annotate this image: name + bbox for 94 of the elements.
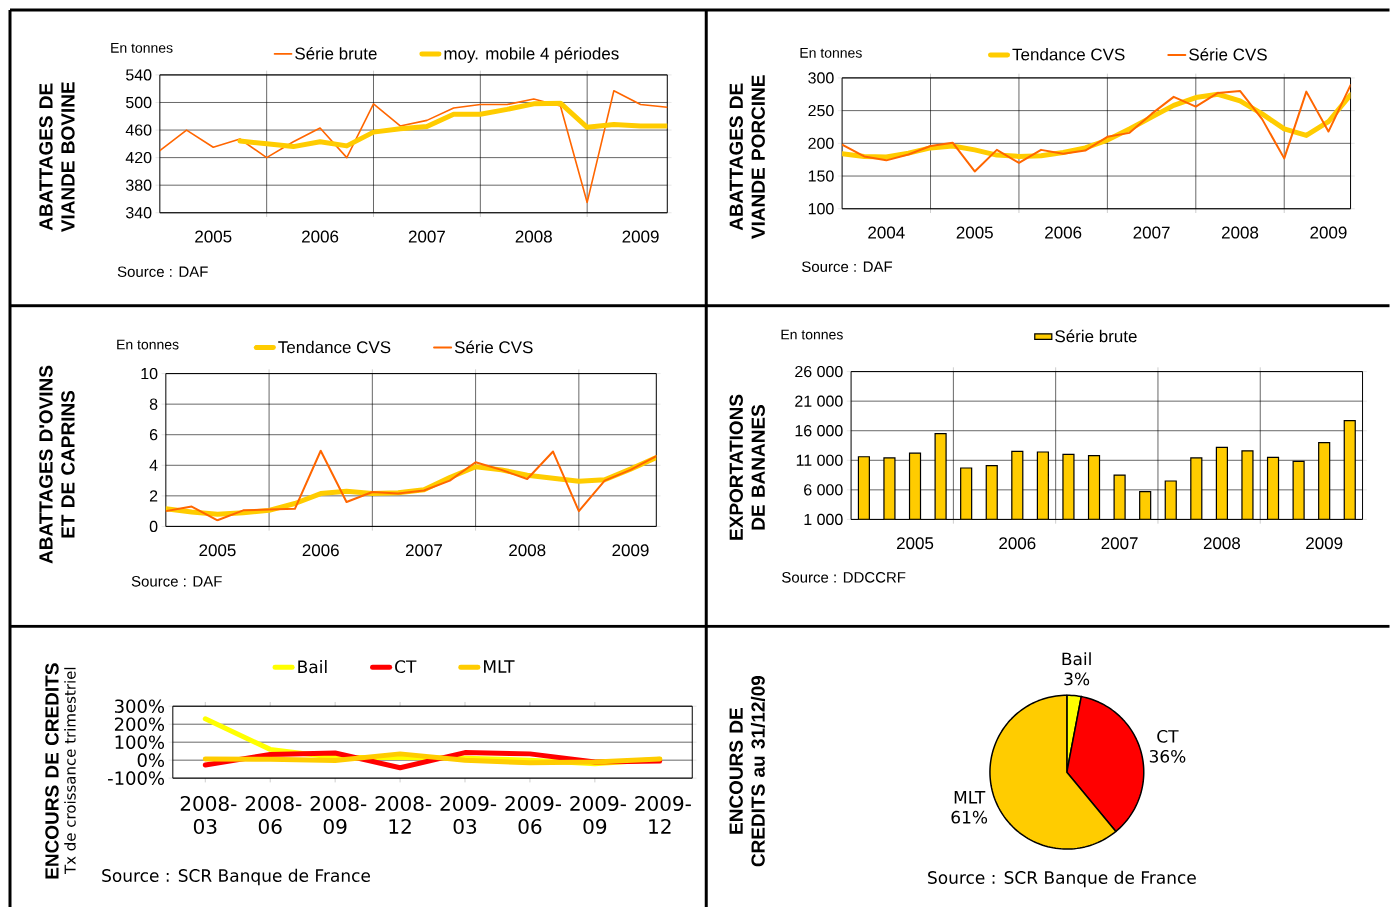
slice-label: CT bbox=[1157, 729, 1179, 743]
y-tick-label: 6 bbox=[149, 428, 158, 441]
source-note: Source : DDCCRF bbox=[782, 571, 906, 583]
y-tick-label: 300 bbox=[808, 72, 834, 84]
text: En tonnes bbox=[111, 42, 173, 53]
text: En tonnes bbox=[800, 47, 862, 58]
y-tick-label: 380 bbox=[125, 179, 152, 191]
legend-label: Tendance CVS bbox=[1012, 47, 1125, 61]
y-tick-label: 250 bbox=[808, 104, 834, 117]
x-tick-label: 2009 bbox=[622, 230, 659, 243]
text: ABATTAGES D'OVINS ET DE CAPRINS bbox=[39, 365, 75, 564]
y-tick-label: 150 bbox=[808, 170, 834, 182]
legend-label: Tendance CVS bbox=[278, 340, 391, 354]
y-tick-label: 100 bbox=[808, 202, 834, 215]
line-series bbox=[842, 83, 1351, 173]
legend-label: Série brute bbox=[295, 46, 377, 60]
x-tick-label: 2007 bbox=[405, 544, 442, 557]
source-note: Source : SCR Banque de France bbox=[928, 870, 1196, 888]
source-note: Source : DAF bbox=[117, 266, 208, 277]
legend-label: Série brute bbox=[1055, 329, 1137, 343]
x-tick-label: 2009 bbox=[612, 544, 649, 557]
y-tick-label: 200% bbox=[114, 717, 165, 731]
y-tick-label: 16 000 bbox=[795, 424, 843, 437]
legend-label: moy. mobile 4 périodes bbox=[444, 46, 619, 63]
x-tick-label: 2008-09 bbox=[310, 795, 367, 834]
y-tick-label: 8 bbox=[149, 398, 158, 410]
legend-label: Série CVS bbox=[454, 340, 533, 354]
legend-label: Bail bbox=[298, 659, 327, 674]
x-tick-label: 2005 bbox=[896, 537, 934, 550]
line-series bbox=[159, 89, 668, 204]
y-axis-title: Tx de croissance trimestriel bbox=[64, 667, 76, 874]
text: ABATTAGES DE VIANDE BOVINE bbox=[39, 82, 75, 232]
y-tick-label: 4 bbox=[149, 459, 158, 471]
y-tick-label: 200 bbox=[808, 137, 834, 149]
x-tick-label: 2009-09 bbox=[570, 795, 626, 834]
y-tick-label: 26 000 bbox=[795, 365, 843, 378]
y-tick-label: 340 bbox=[125, 206, 152, 219]
x-tick-label: 2005 bbox=[195, 230, 232, 243]
x-tick-label: 2008-12 bbox=[375, 795, 432, 834]
text: En tonnes bbox=[781, 329, 843, 340]
y-tick-label: 0% bbox=[137, 753, 165, 767]
x-tick-label: 2008 bbox=[509, 544, 546, 557]
x-tick-label: 2006 bbox=[302, 544, 339, 557]
text: ENCOURS DE CREDITS au 31/12/09 bbox=[729, 675, 765, 867]
data-label: 61% bbox=[951, 810, 988, 824]
y-tick-label: 21 000 bbox=[795, 395, 843, 407]
y-tick-label: 0 bbox=[149, 520, 158, 532]
x-tick-label: 2006 bbox=[1045, 226, 1082, 239]
x-tick-label: 2008-03 bbox=[180, 795, 237, 834]
y-tick-label: 540 bbox=[126, 69, 152, 81]
text: En tonnes bbox=[117, 339, 179, 350]
x-tick-label: 2007 bbox=[1133, 226, 1170, 239]
line-series bbox=[202, 751, 663, 766]
y-tick-label: 10 bbox=[141, 367, 158, 380]
y-tick-label: 6 000 bbox=[804, 484, 843, 496]
x-tick-label: 2008 bbox=[1221, 226, 1259, 239]
x-tick-label: 2005 bbox=[199, 544, 236, 557]
y-tick-label: 300% bbox=[114, 699, 165, 713]
y-tick-label: 460 bbox=[125, 124, 152, 136]
legend-label: MLT bbox=[484, 660, 515, 673]
x-tick-label: 2008 bbox=[515, 230, 552, 243]
slice-label: MLT bbox=[954, 790, 986, 804]
legend-label: CT bbox=[395, 660, 417, 673]
text: ENCOURS DE CREDITS bbox=[45, 663, 59, 879]
x-tick-label: 2009-06 bbox=[505, 795, 562, 834]
source-note: Source : DAF bbox=[802, 261, 893, 272]
x-tick-label: 2009 bbox=[1306, 537, 1343, 550]
x-tick-label: 2007 bbox=[408, 230, 445, 243]
source-note: Source : SCR Banque de France bbox=[102, 868, 370, 886]
data-label: 36% bbox=[1149, 749, 1186, 763]
source-note: Source : DAF bbox=[131, 575, 222, 587]
x-tick-label: 2009 bbox=[1310, 226, 1347, 239]
slice-label: Bail bbox=[1062, 652, 1091, 666]
x-tick-label: 2007 bbox=[1101, 537, 1138, 550]
x-tick-label: 2005 bbox=[956, 226, 993, 239]
legend-label: Série CVS bbox=[1189, 47, 1267, 61]
text: EXPORTATIONS DE BANANES bbox=[729, 394, 765, 540]
x-tick-label: 2006 bbox=[302, 230, 339, 243]
x-tick-label: 2009-12 bbox=[635, 795, 691, 834]
y-tick-label: -100% bbox=[108, 771, 165, 785]
x-tick-label: 2008-06 bbox=[245, 795, 302, 834]
data-label: 3% bbox=[1064, 672, 1090, 686]
line-series bbox=[237, 100, 668, 149]
x-tick-label: 2008 bbox=[1203, 537, 1241, 550]
x-tick-label: 2004 bbox=[868, 226, 905, 239]
y-tick-label: 420 bbox=[125, 151, 152, 164]
x-tick-label: 2006 bbox=[999, 537, 1036, 550]
x-tick-label: 2009-03 bbox=[440, 795, 497, 834]
y-tick-label: 2 bbox=[149, 490, 158, 502]
y-tick-label: 100% bbox=[115, 735, 165, 749]
y-tick-label: 500 bbox=[126, 96, 152, 108]
text: ABATTAGES DE VIANDE PORCINE bbox=[729, 75, 765, 239]
y-tick-label: 1 000 bbox=[804, 513, 843, 525]
y-tick-label: 11 000 bbox=[796, 454, 843, 466]
